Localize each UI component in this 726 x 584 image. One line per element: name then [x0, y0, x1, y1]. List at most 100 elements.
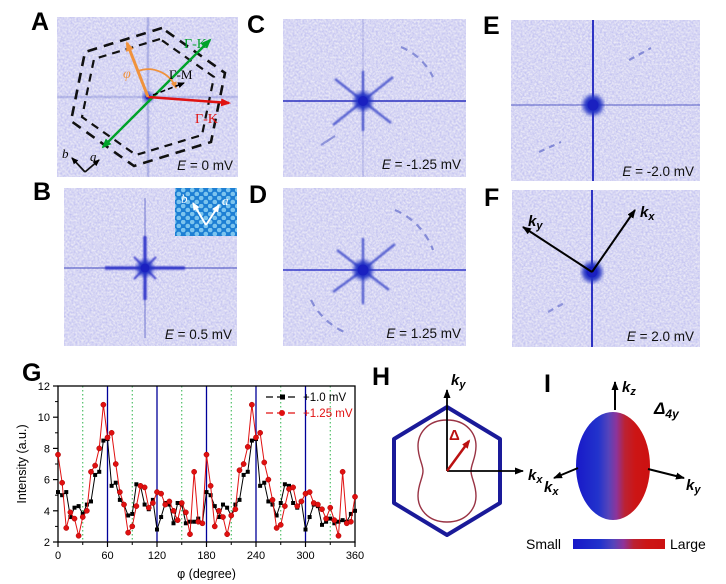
data-point-square [287, 483, 291, 488]
data-point-circle [253, 434, 259, 441]
data-point-square [89, 499, 93, 504]
x-tick-label: 300 [296, 550, 314, 562]
data-point-square [171, 521, 176, 526]
data-point-square [291, 501, 296, 505]
data-point-circle [92, 462, 98, 469]
panel-c-fft-image: E = -1.25 mV [283, 19, 466, 177]
legend-label: +1.0 mV [303, 392, 346, 404]
data-point-square [56, 490, 60, 495]
data-point-square [142, 502, 147, 507]
data-point-square [76, 504, 81, 509]
data-point-circle [323, 515, 329, 522]
data-point-square [237, 497, 242, 502]
data-point-circle [203, 451, 210, 458]
data-point-circle [100, 401, 107, 408]
y-tick-label: 12 [38, 381, 50, 393]
data-point-circle [63, 525, 70, 531]
brillouin-zone-inner-hexagon [80, 37, 216, 157]
data-point-circle [166, 498, 173, 505]
ky-axis-arrow [647, 468, 685, 480]
data-point-square [192, 519, 197, 524]
fft-noise [512, 190, 700, 347]
data-point-square [150, 497, 155, 502]
data-point-circle [88, 468, 94, 475]
data-point-circle [240, 461, 247, 467]
y-axis-title: Intensity (a.u.) [15, 424, 29, 503]
data-point-square [97, 469, 102, 474]
x-tick-label: 0 [55, 550, 61, 562]
gamma-k-red-label: Γ-K [195, 112, 218, 127]
data-point-square [307, 515, 312, 520]
data-point-square [348, 511, 353, 516]
panel-label-c: C [247, 11, 266, 39]
data-point-circle [104, 434, 111, 441]
data-point-circle [294, 503, 301, 509]
data-point-square [245, 469, 250, 474]
gap-magnitude-curve [417, 419, 477, 523]
data-point-circle [162, 501, 169, 508]
panel-b-fft-image: b a E = 0.5 mV [64, 188, 237, 346]
data-point-circle [84, 507, 90, 514]
ky-label: ky [686, 477, 701, 496]
delta-arrow [445, 439, 471, 472]
data-point-circle [207, 482, 214, 489]
fft-noise [511, 20, 700, 181]
kx-label: kx [528, 467, 543, 486]
data-point-square [278, 501, 283, 505]
data-point-square [130, 511, 135, 516]
panel-label-h: H [372, 363, 391, 391]
data-point-circle [269, 497, 276, 503]
data-point-circle [170, 507, 177, 514]
data-point-circle [178, 500, 185, 506]
data-point-circle [265, 476, 272, 483]
x-axis-title: φ (degree) [177, 567, 236, 580]
data-point-circle [211, 523, 218, 530]
panel-h-gap-schematic: ky kx Δ [392, 372, 543, 537]
lattice-a-label: a [90, 149, 97, 164]
data-point-circle [150, 500, 156, 506]
fft-streak-upper-right [628, 47, 652, 61]
lattice-inset [175, 188, 237, 236]
colorbar-small-label: Small [526, 536, 561, 552]
energy-label-a: E = 0 mV [177, 158, 233, 173]
data-point-circle [352, 493, 358, 500]
data-point-square [204, 490, 209, 495]
energy-label-e: E = -2.0 mV [622, 164, 694, 179]
fft-streak-lower-left [538, 140, 562, 154]
energy-label-f: E = 2.0 mV [627, 329, 694, 344]
data-point-circle [290, 484, 296, 491]
data-point-square [126, 513, 131, 518]
data-point-circle [121, 501, 127, 508]
data-point-circle [96, 445, 103, 452]
data-point-circle [191, 468, 197, 475]
panel-f-fft-image: ky kx E = 2.0 mV [512, 190, 700, 347]
data-point-circle [228, 512, 235, 519]
data-point-square [270, 502, 275, 507]
phi-angle-arc [137, 68, 177, 89]
data-point-square [80, 511, 85, 516]
fft-center-spot [587, 99, 599, 111]
panel-e-fft-image: E = -2.0 mV [511, 20, 700, 181]
inset-a-label: a [222, 193, 229, 208]
data-point-circle [220, 514, 226, 520]
data-point-square [68, 515, 73, 520]
data-point-square [134, 482, 139, 487]
kx-label: kx [544, 479, 559, 498]
data-point-circle [257, 429, 263, 436]
panel-a-fft-image: Γ-K Γ-M Γ-K φ b a E = 0 mV [57, 17, 238, 177]
panel-label-b: B [33, 178, 52, 206]
data-point-square [109, 483, 114, 488]
energy-label-d: E = 1.25 mV [386, 326, 461, 341]
data-point-circle [187, 531, 193, 538]
delta-4y-label: Δ4y [653, 399, 680, 421]
data-point-circle [67, 509, 74, 516]
data-point-square [167, 502, 172, 507]
kx-label: kx [640, 204, 655, 223]
data-point-circle [327, 504, 334, 511]
energy-label-c: E = -1.25 mV [382, 157, 461, 172]
fft-arc-lower-left [310, 299, 350, 336]
data-point-square [212, 504, 217, 509]
energy-label-b: E = 0.5 mV [165, 327, 232, 342]
data-point-square [72, 505, 77, 510]
fft-noise [283, 188, 466, 346]
